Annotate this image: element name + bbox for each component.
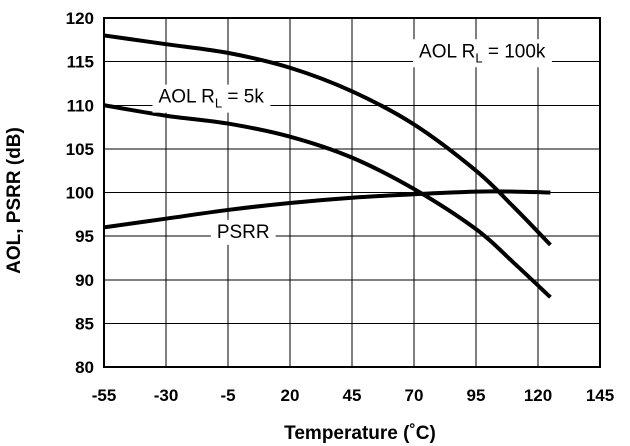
y-tick-labels: 80 85 90 95 100 105 110 115 120 — [66, 9, 94, 377]
y-tick-label: 80 — [75, 358, 94, 377]
x-tick-label: 45 — [343, 386, 362, 405]
x-axis-label: Temperature (˚C) — [284, 423, 436, 444]
y-tick-label: 110 — [67, 96, 94, 115]
label-suffix: = 100k — [483, 41, 546, 62]
label-text: PSRR — [217, 222, 270, 243]
label-text: AOL R — [159, 87, 215, 108]
x-tick-label: 20 — [281, 386, 300, 405]
psrr-line — [103, 189, 551, 230]
label-subscript: L — [215, 96, 222, 111]
label-subscript: L — [475, 50, 482, 65]
y-axis-label: AOL, PSRR (dB) — [4, 127, 25, 274]
x-tick-label: 70 — [405, 386, 424, 405]
y-tick-label: 95 — [75, 227, 94, 246]
label-background — [210, 219, 276, 245]
y-tick-label: 100 — [66, 184, 94, 203]
y-tick-label: 90 — [75, 271, 94, 290]
y-tick-label: 115 — [67, 53, 94, 72]
x-tick-label: -5 — [220, 386, 235, 405]
x-tick-label: 145 — [586, 386, 614, 405]
label-aol-5k: AOL RL = 5k — [159, 87, 265, 111]
label-psrr-group: PSRR — [210, 219, 276, 245]
series-lines — [103, 33, 552, 299]
label-background — [413, 39, 552, 68]
label-background — [152, 84, 271, 113]
x-tick-labels: -55 -30 -5 20 45 70 95 120 145 — [92, 386, 614, 405]
aol-100k-line — [103, 33, 552, 247]
x-tick-label: -30 — [154, 386, 179, 405]
y-tick-label: 120 — [66, 9, 94, 28]
label-aol-5k-group: AOL RL = 5k — [152, 84, 271, 113]
plot-frame — [103, 17, 601, 368]
y-tick-label: 105 — [66, 140, 94, 159]
y-tick-label: 85 — [75, 314, 94, 333]
aol-5k-line — [103, 103, 552, 299]
label-text: AOL R — [419, 41, 475, 62]
x-tick-label: -55 — [92, 386, 117, 405]
x-tick-label: 120 — [524, 386, 552, 405]
label-aol-100k-group: AOL RL = 100k — [413, 39, 552, 68]
label-suffix: = 5k — [222, 87, 264, 108]
label-aol-100k: AOL RL = 100k — [419, 41, 546, 65]
x-tick-label: 95 — [467, 386, 486, 405]
label-psrr: PSRR — [217, 222, 270, 243]
